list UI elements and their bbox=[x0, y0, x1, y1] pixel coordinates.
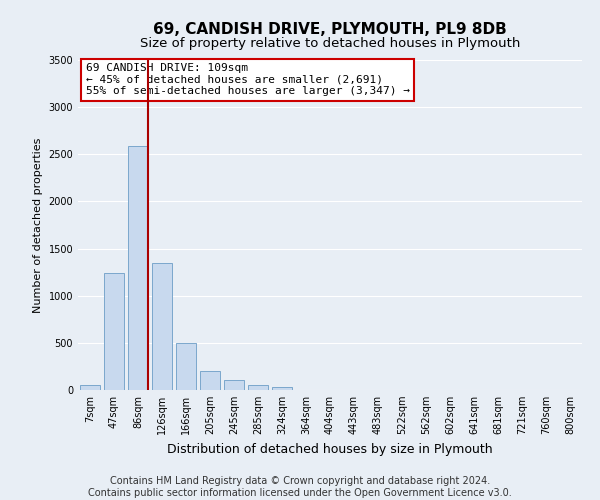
Bar bbox=[152, 262, 172, 390]
Bar bbox=[128, 146, 148, 390]
Bar bbox=[272, 387, 292, 390]
Bar bbox=[176, 343, 196, 390]
Text: 69 CANDISH DRIVE: 109sqm
← 45% of detached houses are smaller (2,691)
55% of sem: 69 CANDISH DRIVE: 109sqm ← 45% of detach… bbox=[86, 64, 410, 96]
Text: Contains HM Land Registry data © Crown copyright and database right 2024.
Contai: Contains HM Land Registry data © Crown c… bbox=[88, 476, 512, 498]
Bar bbox=[248, 386, 268, 390]
Text: 69, CANDISH DRIVE, PLYMOUTH, PL9 8DB: 69, CANDISH DRIVE, PLYMOUTH, PL9 8DB bbox=[153, 22, 507, 38]
Bar bbox=[104, 273, 124, 390]
Bar bbox=[80, 386, 100, 390]
Bar bbox=[200, 371, 220, 390]
Y-axis label: Number of detached properties: Number of detached properties bbox=[33, 138, 43, 312]
X-axis label: Distribution of detached houses by size in Plymouth: Distribution of detached houses by size … bbox=[167, 442, 493, 456]
Bar bbox=[224, 380, 244, 390]
Text: Size of property relative to detached houses in Plymouth: Size of property relative to detached ho… bbox=[140, 38, 520, 51]
